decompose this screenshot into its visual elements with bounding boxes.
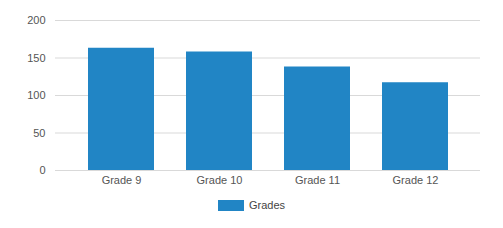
svg-text:Grade 12: Grade 12 — [393, 174, 439, 186]
html-text:Grades: Grades — [249, 199, 285, 211]
svg-text:Grade 10: Grade 10 — [197, 174, 243, 186]
svg-text:50: 50 — [33, 127, 45, 139]
svg-text:200: 200 — [27, 14, 45, 26]
svg-text:0: 0 — [39, 164, 45, 176]
svg-text:Grade 9: Grade 9 — [102, 174, 142, 186]
svg-text:Grade 11: Grade 11 — [295, 174, 340, 186]
svg-text:150: 150 — [27, 52, 45, 64]
svg-text:100: 100 — [27, 89, 45, 101]
